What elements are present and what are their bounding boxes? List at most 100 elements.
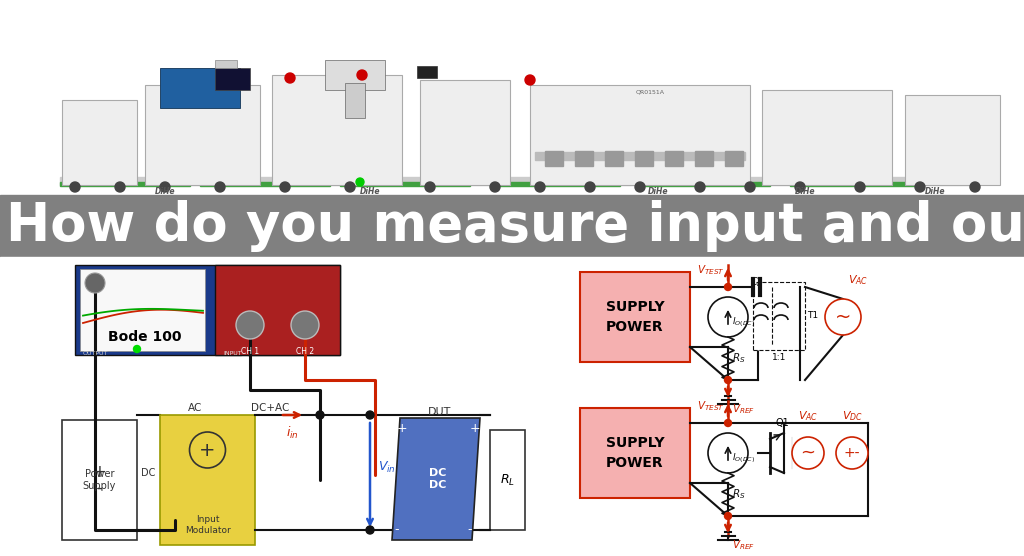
Bar — [790, 182, 920, 186]
Text: -: - — [96, 479, 102, 497]
Bar — [635, 151, 653, 166]
Circle shape — [792, 437, 824, 469]
Bar — [0, 0, 1024, 195]
Text: $R_L$: $R_L$ — [500, 473, 515, 488]
Text: OUTPUT__: OUTPUT__ — [83, 350, 115, 356]
Text: DC: DC — [141, 468, 156, 478]
Circle shape — [795, 182, 805, 192]
Bar — [160, 68, 240, 108]
Circle shape — [215, 182, 225, 192]
Text: AC: AC — [187, 403, 202, 413]
Bar — [0, 195, 1024, 257]
Bar — [490, 430, 525, 530]
Circle shape — [425, 182, 435, 192]
Circle shape — [490, 182, 500, 192]
Circle shape — [725, 376, 731, 384]
Bar — [345, 83, 365, 118]
Bar — [60, 182, 190, 186]
Text: T1: T1 — [807, 311, 818, 320]
Bar — [272, 75, 402, 185]
Circle shape — [525, 75, 535, 85]
Circle shape — [725, 513, 731, 519]
Text: ~: ~ — [835, 307, 851, 326]
Text: Q1: Q1 — [775, 418, 788, 428]
Bar — [580, 408, 690, 498]
Text: +: + — [396, 421, 408, 434]
Text: QR0151A: QR0151A — [636, 89, 665, 94]
Text: DC+AC: DC+AC — [251, 403, 289, 413]
Text: DiHe: DiHe — [360, 187, 381, 196]
Bar — [0, 257, 1024, 556]
Bar — [665, 151, 683, 166]
Bar — [420, 80, 510, 185]
Text: $R_S$: $R_S$ — [732, 351, 745, 365]
Text: DC: DC — [429, 480, 446, 490]
Circle shape — [708, 297, 748, 337]
Bar — [215, 60, 237, 68]
Circle shape — [725, 284, 731, 290]
Text: +: + — [200, 440, 216, 459]
Text: +: + — [92, 463, 106, 481]
Bar — [417, 66, 437, 78]
Bar — [535, 152, 745, 160]
Bar — [490, 182, 620, 186]
Circle shape — [316, 411, 324, 419]
Bar — [580, 272, 690, 362]
Text: CH 1: CH 1 — [241, 347, 259, 356]
Bar — [545, 151, 563, 166]
Text: $V_{TEST}$: $V_{TEST}$ — [697, 399, 725, 413]
Bar — [695, 151, 713, 166]
Text: 1:1: 1:1 — [772, 354, 786, 363]
Text: ~: ~ — [801, 444, 815, 462]
Circle shape — [285, 73, 295, 83]
Circle shape — [708, 433, 748, 473]
Text: POWER: POWER — [606, 456, 664, 470]
Circle shape — [585, 182, 595, 192]
Circle shape — [291, 311, 319, 339]
Circle shape — [725, 419, 731, 426]
Circle shape — [825, 299, 861, 335]
Text: Bode 100: Bode 100 — [109, 330, 181, 344]
Text: DC: DC — [429, 468, 446, 478]
Bar — [725, 151, 743, 166]
Bar — [575, 151, 593, 166]
Text: $V_{REF}$: $V_{REF}$ — [732, 402, 755, 416]
Text: DiHe: DiHe — [648, 187, 669, 196]
Text: +-: +- — [844, 446, 860, 460]
Text: $V_{in}$: $V_{in}$ — [378, 460, 396, 475]
Bar — [80, 269, 205, 351]
Text: $V_{TEST}$: $V_{TEST}$ — [697, 263, 725, 277]
Text: DiHe: DiHe — [155, 187, 175, 196]
Circle shape — [745, 182, 755, 192]
Bar — [905, 95, 1000, 185]
Text: $V_{DC}$: $V_{DC}$ — [842, 409, 862, 423]
Circle shape — [855, 182, 865, 192]
Text: $R_S$: $R_S$ — [732, 488, 745, 502]
Circle shape — [345, 182, 355, 192]
Circle shape — [189, 432, 225, 468]
Bar — [215, 68, 250, 90]
Bar — [60, 177, 970, 185]
Bar — [605, 151, 623, 166]
Text: POWER: POWER — [606, 320, 664, 334]
Text: DiHe: DiHe — [925, 187, 945, 196]
Circle shape — [280, 182, 290, 192]
Circle shape — [85, 273, 105, 293]
Bar — [145, 85, 260, 185]
Circle shape — [357, 70, 367, 80]
Circle shape — [695, 182, 705, 192]
Circle shape — [366, 411, 374, 419]
Bar — [215, 265, 340, 355]
Text: $C_B$: $C_B$ — [750, 275, 763, 289]
Text: INPUT__: INPUT__ — [223, 350, 248, 356]
Text: Input
Modulator: Input Modulator — [184, 515, 230, 535]
Text: $i_{in}$: $i_{in}$ — [286, 425, 298, 441]
Text: Power
Supply: Power Supply — [83, 469, 116, 491]
Text: +: + — [470, 421, 480, 434]
Text: How do you measure input and output impedanc: How do you measure input and output impe… — [6, 200, 1024, 252]
Circle shape — [115, 182, 125, 192]
Bar — [340, 182, 470, 186]
Text: SUPPLY: SUPPLY — [605, 300, 665, 314]
Bar — [62, 100, 137, 185]
Text: DUT: DUT — [428, 407, 452, 417]
